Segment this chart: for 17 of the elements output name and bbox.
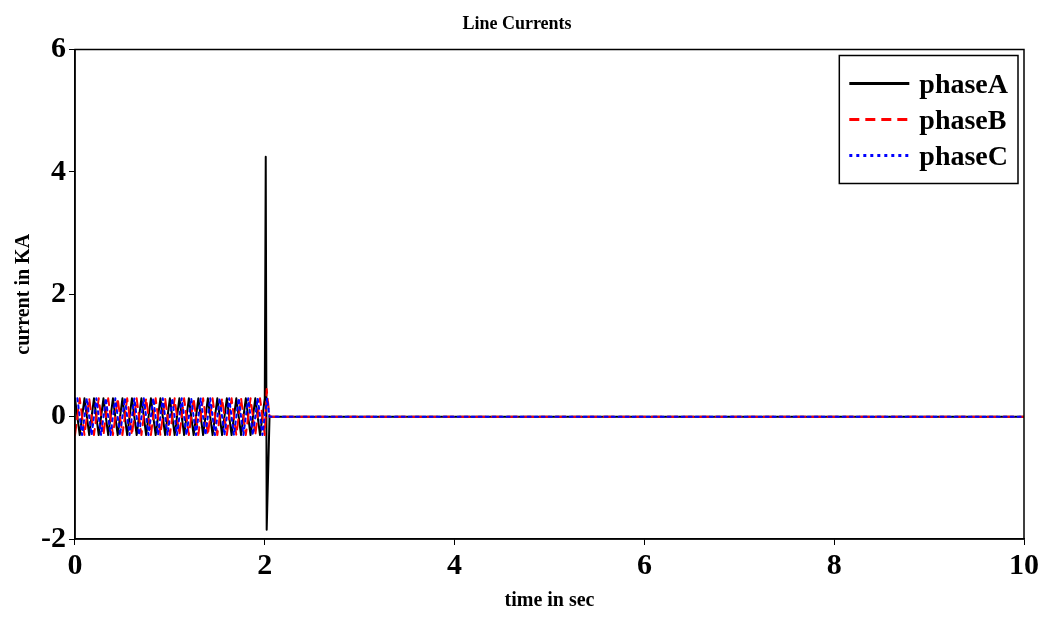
legend-label: phaseA [919, 67, 1009, 99]
x-tick-label: 8 [826, 546, 842, 580]
y-tick-label: -2 [40, 519, 66, 553]
legend-label: phaseC [919, 139, 1009, 171]
y-tick-label: 6 [50, 30, 66, 64]
x-axis-title: time in sec [504, 588, 595, 611]
x-tick-label: 10 [1009, 546, 1039, 580]
y-tick-label: 4 [50, 152, 66, 186]
y-tick-label: 2 [50, 275, 66, 309]
line-series [74, 388, 1024, 436]
x-tick-label: 2 [257, 546, 273, 580]
chart-title: Line Currents [462, 13, 572, 34]
y-axis-title: current in KA [11, 233, 34, 355]
x-tick-label: 4 [447, 546, 463, 580]
y-tick-label: 0 [50, 397, 66, 431]
x-tick-label: 6 [636, 546, 652, 580]
legend-label: phaseB [919, 103, 1007, 135]
